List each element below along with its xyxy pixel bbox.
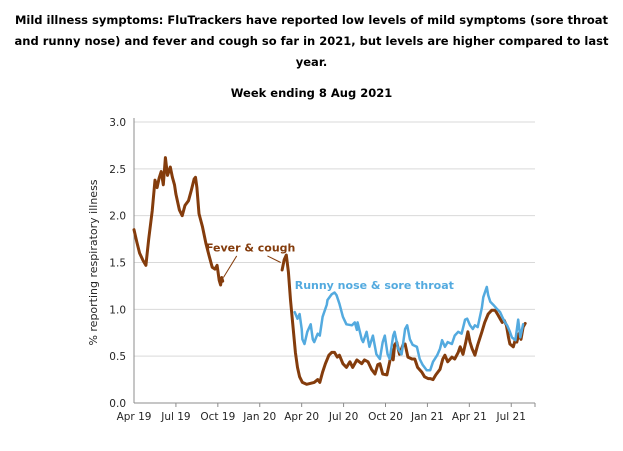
annotation-leader-line xyxy=(267,255,281,263)
series-annotation-label: Fever & cough xyxy=(206,242,295,255)
y-tick-label: 1.5 xyxy=(109,258,126,270)
x-tick-label: Jan 21 xyxy=(410,411,444,423)
x-tick-label: Jul 21 xyxy=(496,411,526,423)
y-tick-label: 0.0 xyxy=(109,398,126,410)
chart-subtitle: Week ending 8 Aug 2021 xyxy=(230,86,393,100)
x-tick-label: Oct 19 xyxy=(200,411,235,423)
series-line xyxy=(132,156,225,287)
y-tick-label: 0.5 xyxy=(109,351,126,363)
x-tick-label: Oct 20 xyxy=(368,411,403,423)
x-tick-label: Apr 20 xyxy=(284,411,319,423)
y-tick-label: 2.0 xyxy=(109,211,126,223)
x-tick-label: Jul 20 xyxy=(328,411,358,423)
series-line xyxy=(280,253,527,386)
y-axis-title: % reporting respiratory illness xyxy=(87,179,100,345)
x-tick-label: Apr 19 xyxy=(117,411,152,423)
page-title: Mild illness symptoms: FluTrackers have … xyxy=(14,13,609,69)
series-annotation-label: Runny nose & sore throat xyxy=(295,279,454,292)
y-tick-label: 2.5 xyxy=(109,164,126,176)
chart-area: 0.0 0.5 1.0 1.5 2.0 2.5 3.0 Apr 19 Jul 19 Oct 19 J… xyxy=(0,102,623,435)
series-line xyxy=(293,285,525,372)
x-tick-label: Jan 20 xyxy=(242,411,276,423)
annotation-leader-line xyxy=(222,255,238,278)
x-tick-label: Jul 19 xyxy=(160,411,190,423)
mild-illness-line-chart: 0.0 0.5 1.0 1.5 2.0 2.5 3.0 Apr 19 Jul 19 Oct 19 J… xyxy=(87,117,536,423)
x-tick-label: Apr 21 xyxy=(452,411,487,423)
y-tick-label: 3.0 xyxy=(109,117,126,129)
y-tick-label: 1.0 xyxy=(109,304,126,316)
